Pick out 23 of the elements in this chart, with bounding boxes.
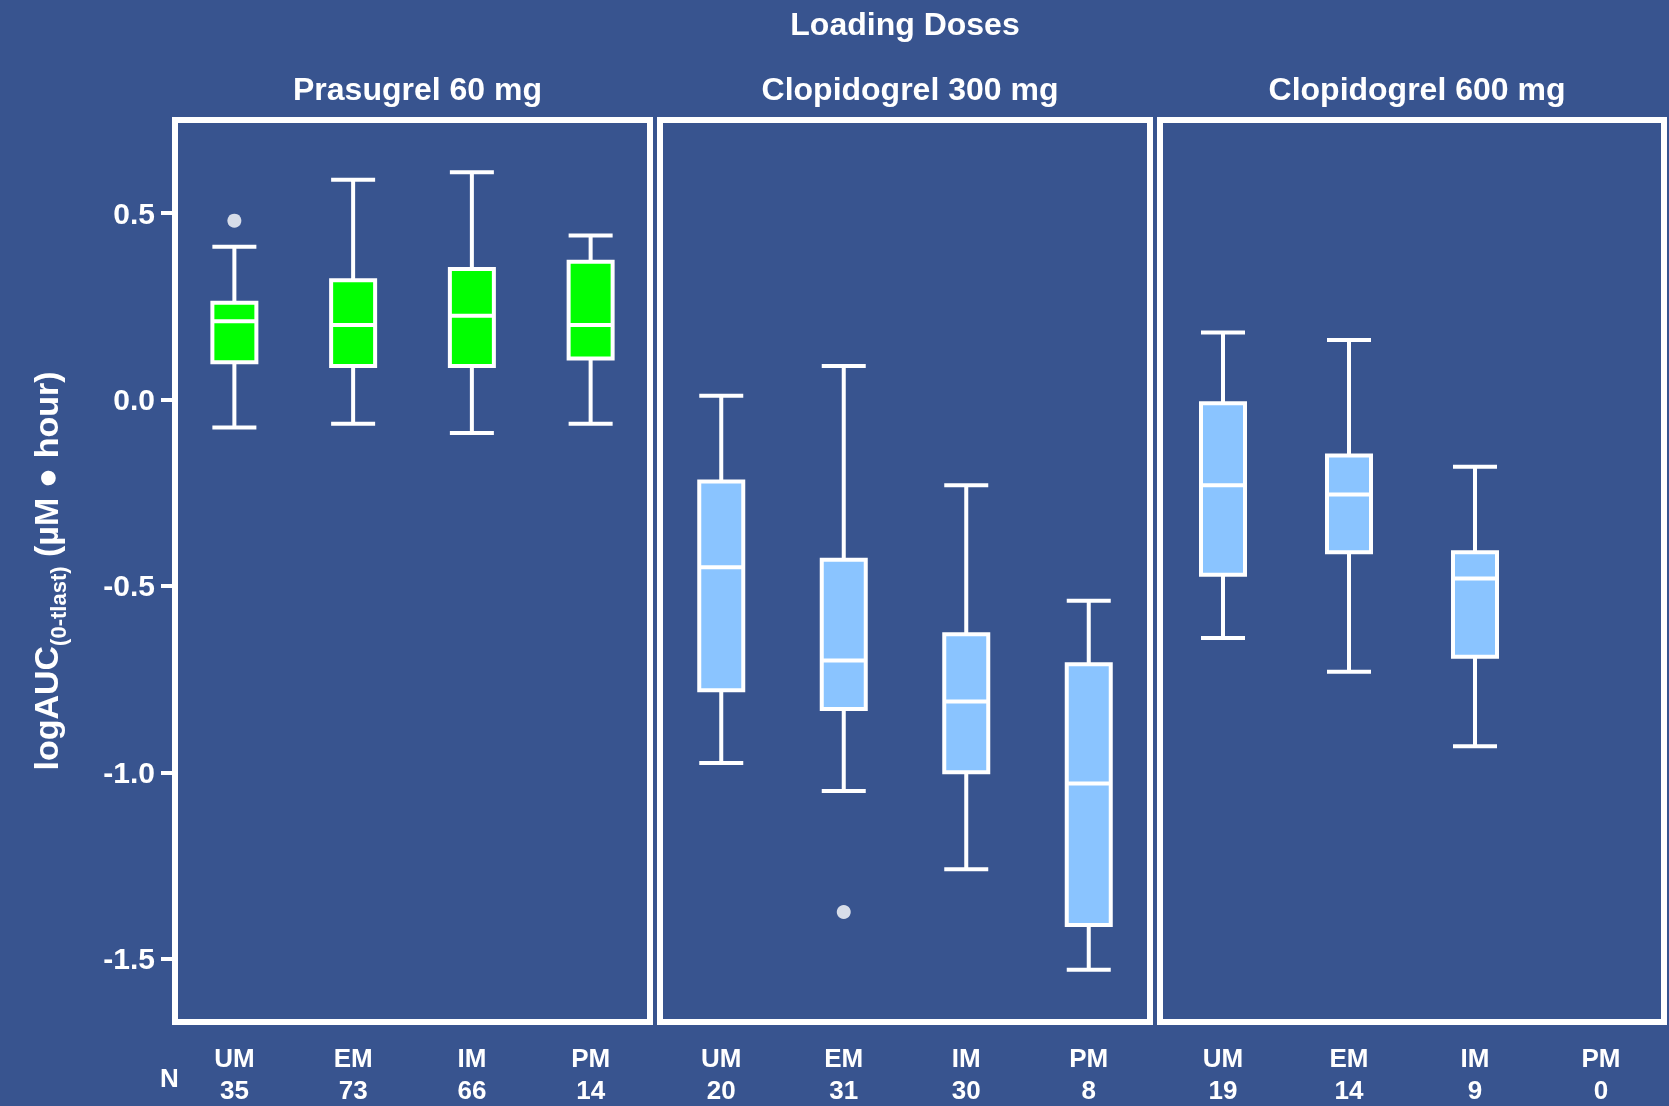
y-tick-label: -0.5 [103, 569, 155, 603]
x-tick-label: PM 14 [571, 1043, 611, 1105]
x-tick-label: IM 30 [951, 1043, 981, 1105]
x-tick-label: UM 35 [214, 1043, 255, 1105]
y-axis-title: logAUC(0-tlast) (µM ● hour) [27, 371, 71, 771]
x-tick-label: EM 73 [333, 1043, 373, 1105]
x-tick-label: EM 14 [1329, 1043, 1369, 1105]
y-tick-label: 0.5 [113, 196, 155, 230]
text: Loading Doses [790, 6, 1020, 42]
x-tick-label: PM 8 [1069, 1043, 1109, 1105]
x-tick-label: IM 9 [1460, 1043, 1490, 1105]
x-tick-label: UM 20 [701, 1043, 742, 1105]
x-tick-label: UM 19 [1202, 1043, 1244, 1105]
chart-title: Prasugrel 60 mg [293, 71, 542, 107]
y-tick-label: -1.5 [103, 942, 155, 976]
x-tick-label: EM 31 [824, 1043, 864, 1105]
text: N [160, 1063, 179, 1093]
y-tick-label: 0.0 [113, 383, 155, 417]
x-tick-label: PM 0 [1581, 1043, 1621, 1105]
y-tick-label: -1.0 [103, 755, 155, 789]
x-tick-label: IM 66 [457, 1043, 487, 1105]
chart-title: Clopidogrel 300 mg [761, 71, 1059, 107]
chart-title: Clopidogrel 600 mg [1268, 71, 1566, 107]
